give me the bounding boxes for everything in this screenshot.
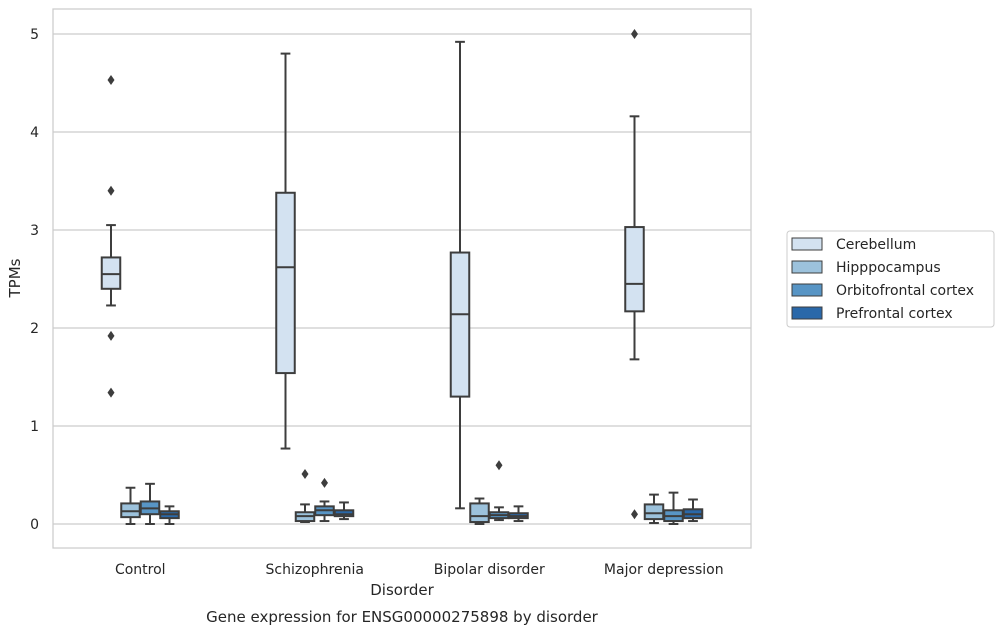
box-iqr [624,226,645,313]
chart-title: Gene expression for ENSG00000275898 by d… [206,608,599,626]
x-axis-label: Disorder [370,581,434,599]
legend-swatch [791,306,823,320]
outlier-point [107,330,115,341]
legend-label: Orbitofrontal cortex [836,283,974,299]
box-iqr [643,503,665,521]
outlier-point [107,185,115,196]
x-tick-label: Schizophrenia [266,562,364,578]
legend-label: Hipppocampus [836,260,941,276]
outlier-point [631,29,638,39]
plot-area-frame [52,8,752,549]
y-tick-label: 1 [30,419,39,435]
series-hipppocampus [120,469,665,525]
outlier-point [631,509,638,520]
x-tick-labels: Control Schizophrenia Bipolar disorder Majo… [115,562,724,578]
y-tick-label: 5 [30,27,39,43]
legend-swatch [791,237,823,251]
x-tick-label: Bipolar disorder [434,562,545,578]
legend-label: Prefrontal cortex [836,306,953,322]
legend-swatch [791,260,823,274]
y-tick-label: 4 [30,125,39,141]
boxes-layer [100,29,704,525]
box-iqr [275,191,296,375]
outlier-point [107,75,115,86]
outlier-point [495,460,503,471]
series-orbitofrontal-cortex [139,460,684,525]
box-iqr [469,502,490,524]
series-prefrontal-cortex [159,498,704,525]
outlier-point [107,387,115,398]
y-tick-label: 2 [30,321,39,337]
x-tick-label: Major depression [604,562,724,578]
gridlines [53,33,751,525]
box-iqr [449,251,471,398]
legend: Cerebellum Hipppocampus Orbitofrontal cort… [786,230,995,328]
outlier-point [301,469,309,480]
legend-label: Cerebellum [836,237,916,253]
y-tick-label: 3 [30,223,39,239]
y-axis-label: TPMs [6,258,24,298]
y-tick-labels: 0 1 2 3 4 5 [30,27,39,533]
series-cerebellum [100,29,645,520]
legend-swatch [791,283,823,297]
x-tick-label: Control [115,562,166,578]
y-tick-label: 0 [30,517,39,533]
legend-frame [786,230,995,328]
outlier-point [321,477,328,488]
